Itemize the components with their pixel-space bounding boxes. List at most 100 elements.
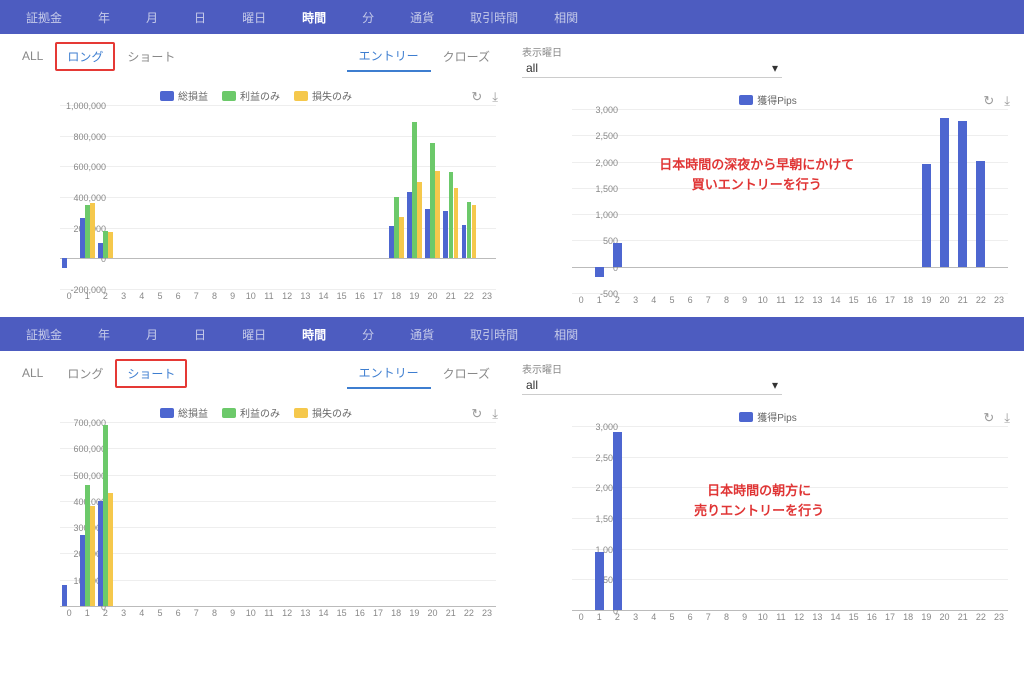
nav-item[interactable]: 相関 [536, 9, 596, 26]
legend-item: 獲得Pips [739, 409, 796, 424]
x-label: 0 [60, 291, 78, 305]
x-label: 9 [736, 295, 754, 309]
x-label: 21 [954, 612, 972, 626]
bar [90, 506, 95, 606]
refresh-icon[interactable]: ↻ [471, 89, 482, 105]
download-icon[interactable]: ⤓ [1004, 93, 1010, 109]
x-label: 13 [808, 295, 826, 309]
nav-item[interactable]: 取引時間 [452, 326, 536, 343]
x-label: 11 [772, 295, 790, 309]
nav-item[interactable]: 曜日 [224, 326, 284, 343]
x-label: 17 [369, 291, 387, 305]
tab-short[interactable]: ショート [115, 359, 187, 388]
chevron-down-icon: ▾ [772, 61, 778, 75]
refresh-icon[interactable]: ↻ [983, 410, 994, 426]
chart: -200,0000200,000400,000600,000800,0001,0… [10, 105, 502, 305]
nav-item[interactable]: 分 [344, 326, 392, 343]
annotation: 日本時間の深夜から早朝にかけて買いエントリーを行う [659, 155, 854, 194]
tab-close[interactable]: クローズ [431, 359, 502, 388]
nav-item[interactable]: 分 [344, 9, 392, 26]
nav-item[interactable]: 時間 [284, 9, 344, 26]
tab-entry[interactable]: エントリー [347, 358, 431, 389]
x-label: 6 [169, 291, 187, 305]
nav-item[interactable]: 年 [80, 326, 128, 343]
bar [80, 535, 85, 606]
x-label: 11 [260, 291, 278, 305]
download-icon[interactable]: ⤓ [492, 406, 498, 422]
nav-item[interactable]: 証拠金 [8, 9, 80, 26]
nav-item[interactable]: 月 [128, 9, 176, 26]
download-icon[interactable]: ⤓ [492, 89, 498, 105]
chart: 0100,000200,000300,000400,000500,000600,… [10, 422, 502, 622]
x-label: 18 [387, 291, 405, 305]
x-label: 17 [369, 608, 387, 622]
x-label: 3 [627, 612, 645, 626]
x-label: 22 [460, 608, 478, 622]
bar [98, 501, 103, 606]
tab-short[interactable]: ショート [115, 42, 187, 71]
filter-label: 表示曜日 [522, 44, 1014, 59]
x-label: 16 [863, 295, 881, 309]
x-label: 20 [935, 612, 953, 626]
nav-item[interactable]: 日 [176, 326, 224, 343]
x-label: 1 [78, 608, 96, 622]
bar [62, 585, 67, 606]
x-label: 13 [808, 612, 826, 626]
nav-item[interactable]: 月 [128, 326, 176, 343]
x-label: 3 [115, 291, 133, 305]
tab-long[interactable]: ロング [55, 359, 115, 388]
bar [462, 225, 467, 259]
x-label: 19 [917, 295, 935, 309]
nav-item[interactable]: 曜日 [224, 9, 284, 26]
bar [449, 172, 454, 258]
nav-item[interactable]: 相関 [536, 326, 596, 343]
nav-item[interactable]: 取引時間 [452, 9, 536, 26]
x-label: 11 [772, 612, 790, 626]
legend-item: 利益のみ [222, 88, 280, 103]
x-label: 16 [351, 291, 369, 305]
x-label: 19 [405, 608, 423, 622]
bar [595, 552, 604, 610]
bar [85, 205, 90, 259]
nav-item[interactable]: 証拠金 [8, 326, 80, 343]
refresh-icon[interactable]: ↻ [983, 93, 994, 109]
tab-long[interactable]: ロング [55, 42, 115, 71]
tab-all[interactable]: ALL [10, 360, 55, 386]
x-label: 6 [681, 612, 699, 626]
x-label: 13 [296, 291, 314, 305]
nav-item[interactable]: 通貨 [392, 326, 452, 343]
x-label: 22 [972, 612, 990, 626]
x-label: 15 [845, 295, 863, 309]
tab-all[interactable]: ALL [10, 43, 55, 69]
x-label: 23 [990, 612, 1008, 626]
x-label: 5 [663, 612, 681, 626]
bar [80, 218, 85, 258]
x-label: 22 [460, 291, 478, 305]
x-label: 20 [423, 608, 441, 622]
tab-entry[interactable]: エントリー [347, 41, 431, 72]
x-label: 13 [296, 608, 314, 622]
bar [472, 205, 477, 259]
nav-item[interactable]: 通貨 [392, 9, 452, 26]
tab-close[interactable]: クローズ [431, 42, 502, 71]
bar [613, 432, 622, 610]
bar [62, 258, 67, 267]
bar [407, 192, 412, 258]
nav-item[interactable]: 時間 [284, 326, 344, 343]
download-icon[interactable]: ⤓ [1004, 410, 1010, 426]
x-label: 15 [333, 291, 351, 305]
x-label: 20 [423, 291, 441, 305]
legend-item: 総損益 [160, 405, 208, 420]
x-label: 10 [754, 612, 772, 626]
bar [85, 485, 90, 606]
x-label: 4 [645, 612, 663, 626]
filter-select[interactable]: all▾ [522, 376, 782, 395]
x-label: 1 [590, 612, 608, 626]
nav-item[interactable]: 年 [80, 9, 128, 26]
x-label: 7 [187, 291, 205, 305]
nav-item[interactable]: 日 [176, 9, 224, 26]
x-label: 8 [717, 612, 735, 626]
refresh-icon[interactable]: ↻ [471, 406, 482, 422]
x-label: 21 [442, 291, 460, 305]
filter-select[interactable]: all▾ [522, 59, 782, 78]
